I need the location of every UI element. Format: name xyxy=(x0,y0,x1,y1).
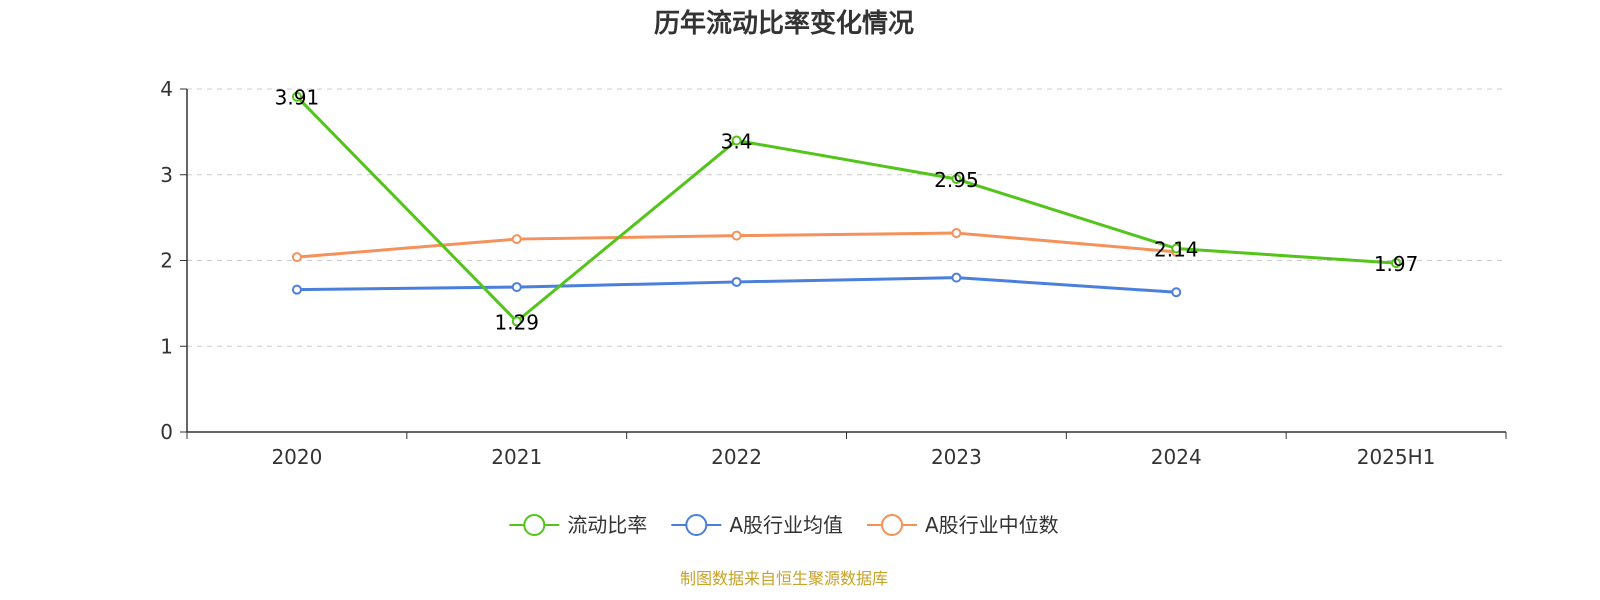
series-line-0 xyxy=(295,95,1397,323)
legend-item-0[interactable]: 流动比率 xyxy=(509,513,647,537)
point-s0-0 xyxy=(291,91,302,102)
data-label-4: 2.14 xyxy=(1154,237,1199,261)
data-labels: 3.91 1.29 3.4 2.95 2.14 1.97 xyxy=(275,86,1419,335)
x-tick-label-2024: 2024 xyxy=(1151,445,1202,469)
legend-marker-0 xyxy=(523,514,546,536)
point-s1-1 xyxy=(511,282,522,293)
chart-title: 历年流动比率变化情况 xyxy=(654,8,914,39)
legend-label-0: 流动比率 xyxy=(567,513,647,537)
data-label-1: 1.29 xyxy=(494,310,539,334)
y-tick-label-1: 1 xyxy=(160,334,173,358)
point-s2-2 xyxy=(731,230,742,241)
point-s1-4 xyxy=(1171,287,1182,298)
data-label-0: 3.91 xyxy=(275,86,320,110)
x-tick-label-2023: 2023 xyxy=(931,445,982,469)
x-tick-label-2021: 2021 xyxy=(491,445,542,469)
data-label-3: 2.95 xyxy=(934,168,979,192)
legend-item-1[interactable]: A股行业均值 xyxy=(671,513,843,537)
data-label-2: 3.4 xyxy=(721,129,753,153)
legend-marker-1 xyxy=(685,514,708,536)
point-s1-0 xyxy=(291,284,302,295)
source-note: 制图数据来自恒生聚源数据库 xyxy=(680,569,888,588)
point-s0-5 xyxy=(1391,258,1402,269)
x-tick-label-2022: 2022 xyxy=(711,445,762,469)
y-tick-label-2: 2 xyxy=(160,249,173,273)
x-tick-label-2020: 2020 xyxy=(271,445,322,469)
y-tick-label-0: 0 xyxy=(160,420,173,444)
x-tick-label-2025H1: 2025H1 xyxy=(1357,445,1436,469)
point-s0-1 xyxy=(511,316,522,327)
y-tick-label-4: 4 xyxy=(160,77,173,101)
y-tick-label-3: 3 xyxy=(160,163,173,187)
point-s0-4 xyxy=(1171,243,1182,254)
data-label-5: 1.97 xyxy=(1374,252,1419,276)
point-s2-1 xyxy=(511,234,522,245)
legend-item-2[interactable]: A股行业中位数 xyxy=(867,513,1059,537)
point-s0-2 xyxy=(731,135,742,146)
legend[interactable]: 流动比率 A股行业均值 A股行业中位数 xyxy=(509,513,1059,537)
point-s1-2 xyxy=(731,276,742,287)
point-s2-0 xyxy=(291,252,302,263)
grid-lines xyxy=(187,88,1506,347)
legend-label-1: A股行业均值 xyxy=(729,513,843,537)
point-s2-3 xyxy=(951,228,962,239)
axes: 0 1 2 3 4 2020 2021 2022 2023 2024 2025H1 xyxy=(160,77,1507,469)
point-s1-3 xyxy=(951,272,962,283)
point-s0-3 xyxy=(951,174,962,185)
legend-marker-2 xyxy=(881,514,903,536)
legend-label-2: A股行业中位数 xyxy=(925,513,1059,537)
series-group xyxy=(291,91,1402,327)
